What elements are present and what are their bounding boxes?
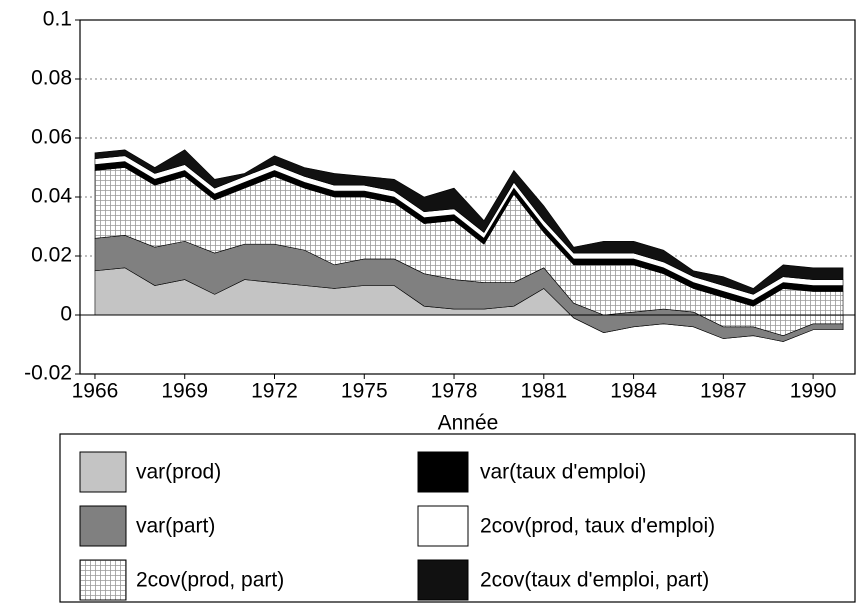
x-tick-label: 1978 bbox=[431, 380, 478, 403]
y-tick-label: 0.06 bbox=[31, 126, 72, 149]
x-tick-label: 1969 bbox=[161, 380, 208, 403]
x-tick-label: 1984 bbox=[610, 380, 657, 403]
area bbox=[94, 149, 844, 295]
x-axis-label: Année bbox=[438, 412, 499, 435]
y-tick-label: -0.02 bbox=[24, 362, 72, 385]
y-tick-label: 0.1 bbox=[43, 8, 72, 31]
legend-label: var(prod) bbox=[136, 461, 221, 484]
legend-swatch bbox=[417, 451, 469, 493]
legend-label: 2cov(taux d'emploi, part) bbox=[480, 569, 709, 592]
x-tick-label: 1981 bbox=[520, 380, 567, 403]
y-tick-label: 0.08 bbox=[31, 67, 72, 90]
x-tick-label: 1972 bbox=[251, 380, 298, 403]
x-tick-label: 1966 bbox=[72, 380, 119, 403]
y-tick-label: 0.02 bbox=[31, 244, 72, 267]
x-tick-label: 1987 bbox=[700, 380, 747, 403]
legend-label: 2cov(prod, part) bbox=[136, 569, 284, 592]
legend-label: var(taux d'emploi) bbox=[480, 461, 646, 484]
y-tick-label: 0.04 bbox=[31, 185, 72, 208]
legend-swatch bbox=[79, 451, 127, 493]
x-tick-label: 1975 bbox=[341, 380, 388, 403]
legend-label: 2cov(prod, taux d'emploi) bbox=[480, 515, 715, 538]
x-tick-label: 1990 bbox=[790, 380, 837, 403]
legend-swatch bbox=[79, 559, 127, 601]
legend-swatch bbox=[417, 559, 469, 601]
legend-swatch bbox=[417, 505, 469, 547]
legend-label: var(part) bbox=[136, 515, 215, 538]
y-tick-label: 0 bbox=[60, 303, 72, 326]
legend-swatch bbox=[79, 505, 127, 547]
